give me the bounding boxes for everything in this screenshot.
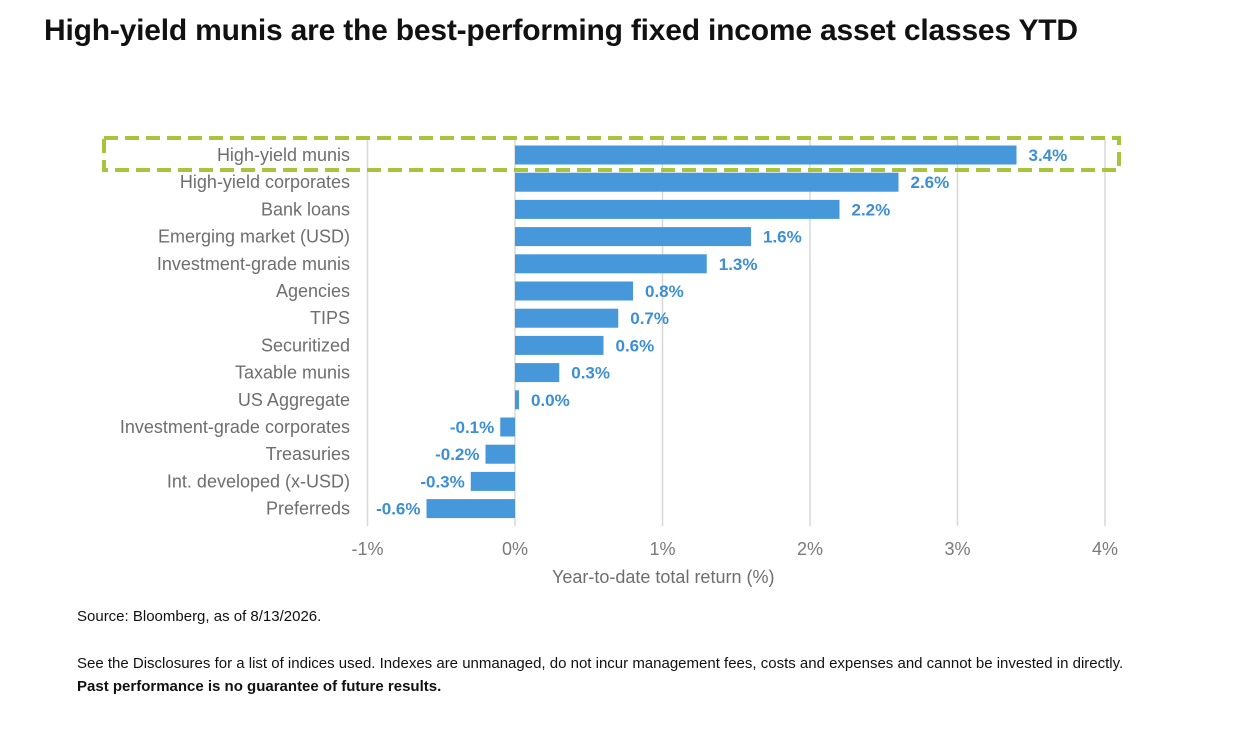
bar xyxy=(515,281,633,301)
chart-title: High-yield munis are the best-performing… xyxy=(44,14,1078,47)
bar xyxy=(500,417,515,437)
x-tick-label: 2% xyxy=(797,539,823,559)
category-label: TIPS xyxy=(310,308,350,328)
bar xyxy=(515,227,751,247)
highlight-box xyxy=(102,136,1121,172)
category-label: Int. developed (x-USD) xyxy=(167,471,350,491)
category-label: Taxable munis xyxy=(235,363,350,383)
category-label: Emerging market (USD) xyxy=(158,227,350,247)
value-label: 1.3% xyxy=(719,255,758,274)
value-label: 0.3% xyxy=(571,364,610,383)
bar xyxy=(470,471,515,491)
x-axis-title: Year-to-date total return (%) xyxy=(552,567,774,587)
bar xyxy=(426,499,515,519)
bars xyxy=(426,145,1017,519)
bar xyxy=(515,335,604,355)
disclosure-note: See the Disclosures for a list of indice… xyxy=(77,652,1137,698)
value-label: 2.2% xyxy=(852,200,891,219)
x-tick-label: 3% xyxy=(944,539,970,559)
bar xyxy=(515,363,560,383)
x-tick-label: 4% xyxy=(1092,539,1118,559)
x-tick-label: 1% xyxy=(649,539,675,559)
value-label: 0.6% xyxy=(616,336,655,355)
bar xyxy=(515,199,840,219)
category-label: Agencies xyxy=(276,281,350,301)
value-label: -0.3% xyxy=(420,472,464,491)
category-label: High-yield munis xyxy=(217,145,350,165)
value-label: 0.8% xyxy=(645,282,684,301)
value-label: 2.6% xyxy=(911,173,950,192)
x-tick-label: -1% xyxy=(351,539,383,559)
value-label: -0.2% xyxy=(435,445,479,464)
gridlines xyxy=(366,140,1106,526)
value-labels: 3.4% 2.6% 2.2% 1.6% 1.3% 0.8% 0.7% 0.6% 0.3%0.0%… xyxy=(376,146,1067,519)
bar xyxy=(515,308,619,328)
value-label: 1.6% xyxy=(763,228,802,247)
bar xyxy=(515,172,899,192)
category-label: Bank loans xyxy=(261,199,350,219)
value-label: -0.6% xyxy=(376,500,420,519)
x-tick-label: 0% xyxy=(502,539,528,559)
bar xyxy=(485,444,515,464)
category-label: US Aggregate xyxy=(238,390,350,410)
value-label: -0.1% xyxy=(450,418,494,437)
bar-chart: High-yield munis High-yield corporates Ban… xyxy=(102,136,1121,587)
category-labels: High-yield munis High-yield corporates Ban… xyxy=(120,145,350,519)
value-label: 0.0% xyxy=(531,391,570,410)
category-label: Securitized xyxy=(261,335,350,355)
category-label: Preferreds xyxy=(266,499,350,519)
bar xyxy=(515,145,1017,165)
category-label: Investment-grade corporates xyxy=(120,417,350,437)
bar xyxy=(515,390,519,410)
category-label: High-yield corporates xyxy=(180,172,350,192)
x-tick-labels: -1% 0% 1% 2% 3% 4% xyxy=(351,539,1118,559)
value-label: 3.4% xyxy=(1029,146,1068,165)
highlight-dashed-box xyxy=(102,136,1121,172)
disclosure-warning: Past performance is no guarantee of futu… xyxy=(77,678,442,695)
value-label: 0.7% xyxy=(630,309,669,328)
bar xyxy=(515,254,707,274)
category-label: Treasuries xyxy=(266,444,350,464)
source-note: Source: Bloomberg, as of 8/13/2026. xyxy=(77,608,322,625)
category-label: Investment-grade munis xyxy=(157,254,350,274)
disclosure-text: See the Disclosures for a list of indice… xyxy=(77,655,1124,672)
